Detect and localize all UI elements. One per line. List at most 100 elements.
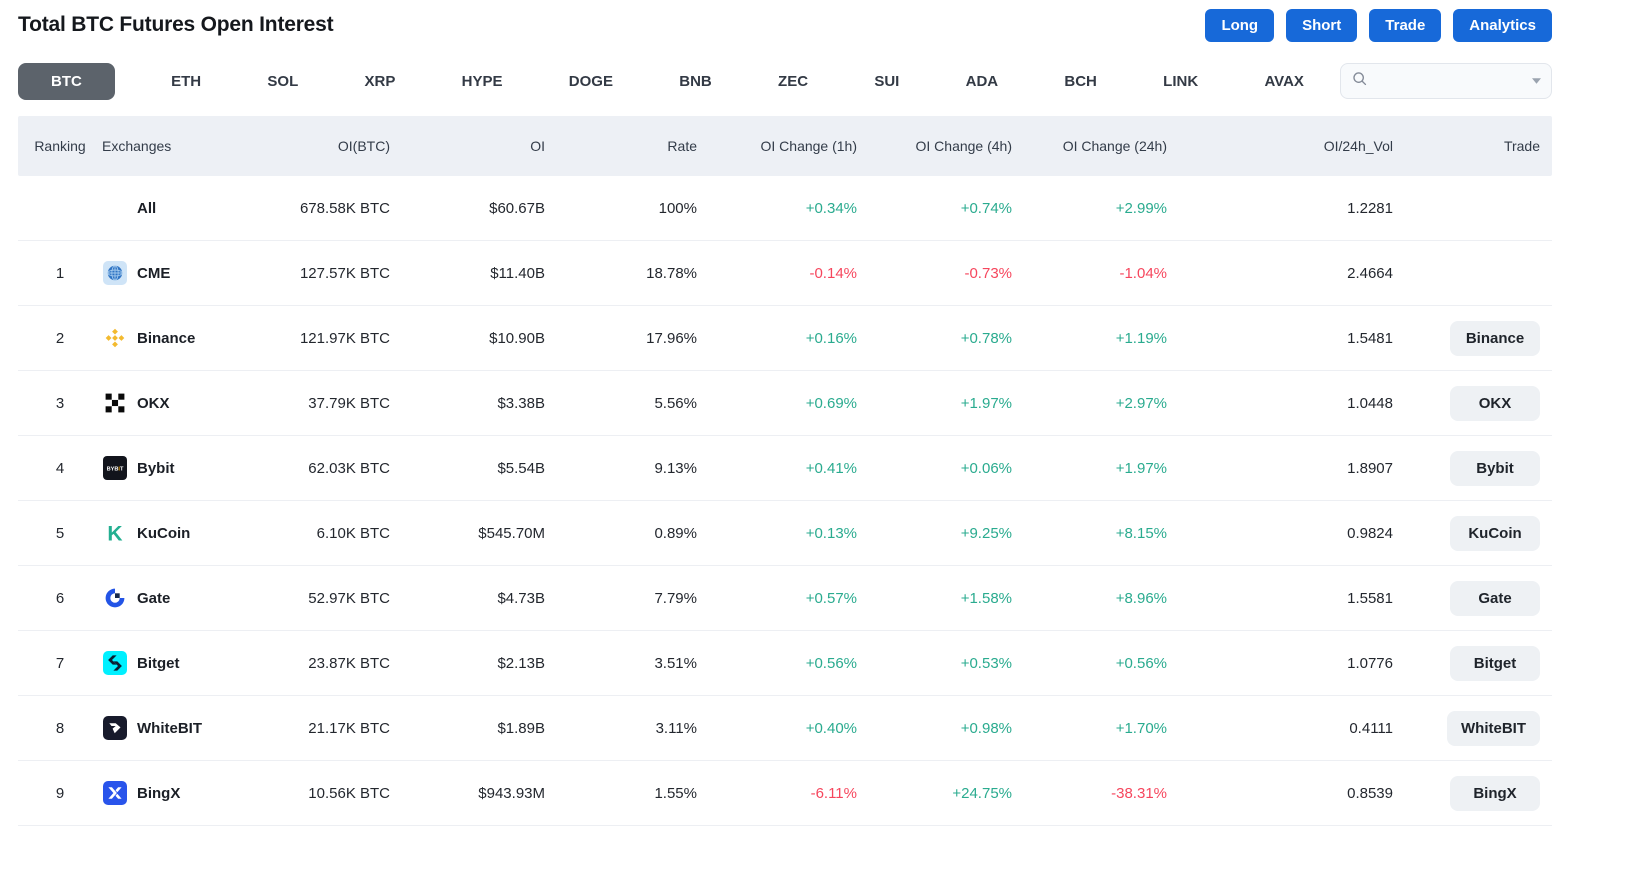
oi-change-1h-cell: -6.11% — [810, 784, 857, 802]
oi-change-1h-cell: +0.34% — [805, 199, 857, 217]
tab-avax[interactable]: AVAX — [1264, 72, 1304, 90]
trade-button-gate[interactable]: Gate — [1450, 580, 1540, 616]
rate-cell: 3.11% — [655, 719, 697, 737]
tab-ada[interactable]: ADA — [965, 72, 999, 90]
chevron-down-icon[interactable] — [1532, 78, 1541, 84]
rank-cell: 2 — [55, 329, 65, 347]
exchange-name: Binance — [137, 329, 196, 347]
column-header-exchanges[interactable]: Exchanges — [102, 138, 172, 154]
tab-hype[interactable]: HYPE — [461, 72, 503, 90]
column-header-ranking[interactable]: Ranking — [34, 138, 86, 154]
trade-button-binance[interactable]: Binance — [1450, 320, 1540, 356]
table-row[interactable]: 2 Binance 121.97K BTC $10.90B 17.96% +0.… — [18, 306, 1552, 371]
oi-24h-vol-cell: 1.5481 — [1347, 329, 1393, 347]
trade-button-kucoin[interactable]: KuCoin — [1450, 515, 1540, 551]
rate-cell: 1.55% — [654, 784, 697, 802]
oi-usd-cell: $545.70M — [478, 524, 545, 542]
rate-cell: 17.96% — [646, 329, 697, 347]
table-row[interactable]: 5 K KuCoin 6.10K BTC $545.70M 0.89% +0.1… — [18, 501, 1552, 566]
table-row[interactable]: 4 BYBIT Bybit 62.03K BTC $5.54B 9.13% +0… — [18, 436, 1552, 501]
column-header-oi-24h-vol[interactable]: OI/24h_Vol — [1323, 138, 1393, 154]
table-row[interactable]: 8 WhiteBIT 21.17K BTC $1.89B 3.11% +0.40… — [18, 696, 1552, 761]
column-header-trade[interactable]: Trade — [1503, 138, 1540, 154]
coin-tabs: BTC ETH SOL XRP HYPE DOGE BNB ZEC SUI ADA BCH LINK A… — [18, 62, 1340, 100]
column-header-rate[interactable]: Rate — [667, 138, 697, 154]
oi-btc-cell: 121.97K BTC — [299, 329, 390, 347]
trade-button[interactable]: Trade — [1369, 8, 1442, 42]
oi-change-1h-cell: +0.57% — [805, 589, 857, 607]
oi-usd-cell: $4.73B — [497, 589, 545, 607]
table-row[interactable]: All 678.58K BTC $60.67B 100% +0.34% +0.7… — [18, 176, 1552, 241]
tab-bch[interactable]: BCH — [1064, 72, 1097, 90]
trade-cell: Bitget — [1393, 645, 1552, 681]
trade-button-okx[interactable]: OKX — [1450, 385, 1540, 421]
oi-change-1h-cell: +0.40% — [805, 719, 857, 737]
oi-change-1h-cell: +0.41% — [805, 459, 857, 477]
exchange-cell: BYBIT Bybit — [102, 456, 286, 480]
exchange-cell: K KuCoin — [102, 521, 286, 546]
column-header-oi[interactable]: OI — [530, 138, 545, 154]
oi-change-1h-cell: +0.16% — [805, 329, 857, 347]
tab-bnb[interactable]: BNB — [679, 72, 712, 90]
oi-24h-vol-cell: 1.0776 — [1347, 654, 1393, 672]
trade-button-bybit[interactable]: Bybit — [1450, 450, 1540, 486]
tab-xrp[interactable]: XRP — [364, 72, 396, 90]
oi-change-1h-cell: +0.13% — [805, 524, 857, 542]
exchange-name: WhiteBIT — [137, 719, 202, 737]
coin-search-select[interactable] — [1340, 63, 1552, 99]
tab-sol[interactable]: SOL — [267, 72, 299, 90]
oi-btc-cell: 127.57K BTC — [299, 264, 390, 282]
whitebit-logo-icon — [103, 716, 127, 740]
bybit-logo-icon: BYBIT — [103, 456, 127, 480]
tab-btc[interactable]: BTC — [18, 62, 115, 100]
rank-cell: 5 — [55, 524, 65, 542]
short-button[interactable]: Short — [1286, 8, 1358, 42]
oi-btc-cell: 37.79K BTC — [308, 394, 390, 412]
trade-button-whitebit[interactable]: WhiteBIT — [1447, 710, 1540, 746]
action-buttons: Long Short Trade Analytics — [1205, 8, 1552, 42]
column-header-oi-change-4h[interactable]: OI Change (4h) — [915, 138, 1013, 154]
exchange-cell: OKX — [102, 391, 286, 415]
oi-change-24h-cell: +0.56% — [1115, 654, 1167, 672]
oi-change-24h-cell: +8.15% — [1115, 524, 1167, 542]
gate-logo-icon — [103, 586, 127, 610]
oi-usd-cell: $943.93M — [478, 784, 545, 802]
table-row[interactable]: 3 OKX 37.79K BTC $3.38B 5.56% +0.69% +1.… — [18, 371, 1552, 436]
trade-cell: Bybit — [1393, 450, 1552, 486]
analytics-button[interactable]: Analytics — [1453, 8, 1552, 42]
tab-eth[interactable]: ETH — [171, 72, 202, 90]
oi-btc-cell: 62.03K BTC — [308, 459, 390, 477]
long-button[interactable]: Long — [1205, 8, 1275, 42]
table-row[interactable]: 1 CME 127.57K BTC $11.40B 18.78% -0.14% … — [18, 241, 1552, 306]
oi-change-24h-cell: +1.97% — [1115, 459, 1167, 477]
tab-zec[interactable]: ZEC — [778, 72, 809, 90]
table-row[interactable]: 6 Gate 52.97K BTC $4.73B 7.79% +0.57% +1… — [18, 566, 1552, 631]
oi-change-24h-cell: +2.99% — [1115, 199, 1167, 217]
tab-doge[interactable]: DOGE — [568, 72, 613, 90]
oi-btc-cell: 6.10K BTC — [316, 524, 390, 542]
rank-cell: 3 — [55, 394, 65, 412]
rank-cell: 6 — [55, 589, 65, 607]
trade-button-bingx[interactable]: BingX — [1450, 775, 1540, 811]
column-header-oi-change-1h[interactable]: OI Change (1h) — [760, 138, 858, 154]
tab-link[interactable]: LINK — [1163, 72, 1199, 90]
exchange-cell: Bitget — [102, 651, 286, 675]
table-row[interactable]: 7 Bitget 23.87K BTC $2.13B 3.51% +0.56% … — [18, 631, 1552, 696]
page: Total BTC Futures Open Interest Long Shor… — [18, 8, 1552, 826]
search-input[interactable] — [1376, 72, 1524, 90]
table-row[interactable]: 9 BingX 10.56K BTC $943.93M 1.55% -6.11%… — [18, 761, 1552, 826]
oi-change-24h-cell: +1.19% — [1115, 329, 1167, 347]
oi-change-4h-cell: +1.58% — [960, 589, 1012, 607]
column-header-oi-change-24h[interactable]: OI Change (24h) — [1062, 138, 1167, 154]
oi-change-4h-cell: +24.75% — [952, 784, 1012, 802]
column-header-oi-btc[interactable]: OI(BTC) — [337, 138, 390, 154]
oi-usd-cell: $11.40B — [490, 264, 545, 282]
trade-button-bitget[interactable]: Bitget — [1450, 645, 1540, 681]
oi-24h-vol-cell: 1.2281 — [1347, 199, 1393, 217]
exchange-name: Bitget — [137, 654, 180, 672]
table-body: All 678.58K BTC $60.67B 100% +0.34% +0.7… — [18, 176, 1552, 826]
oi-btc-cell: 10.56K BTC — [308, 784, 390, 802]
bingx-logo-icon — [103, 781, 127, 805]
oi-change-24h-cell: -1.04% — [1119, 264, 1167, 282]
tab-sui[interactable]: SUI — [874, 72, 900, 90]
